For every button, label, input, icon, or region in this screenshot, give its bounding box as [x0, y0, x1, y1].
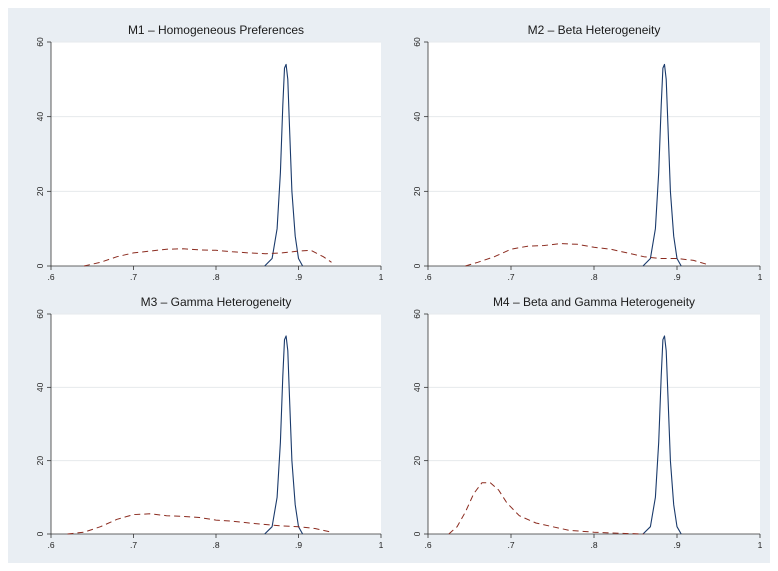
- y-tick-label: 20: [35, 456, 45, 466]
- y-tick-label: 40: [412, 112, 422, 122]
- y-tick-label: 40: [35, 112, 45, 122]
- x-tick-label: 1: [758, 540, 763, 550]
- y-tick-label: 40: [412, 382, 422, 392]
- figure-background: M1 – Homogeneous Preferences 0 20 40 60 .6 .7.…: [8, 8, 770, 563]
- panel-4: M4 – Beta and Gamma Heterogeneity 0 20 40 60…: [412, 295, 763, 550]
- y-tick-label: 60: [35, 309, 45, 319]
- y-tick-label: 40: [35, 382, 45, 392]
- y-tick-label: 60: [412, 309, 422, 319]
- dashed-density-line: [83, 248, 332, 267]
- dashed-density-line: [448, 482, 644, 535]
- x-tick-label: .9: [295, 540, 302, 550]
- x-tick-label: .7: [507, 272, 514, 282]
- x-tick-label: .9: [673, 540, 680, 550]
- solid-density-line: [264, 335, 304, 535]
- panel-1: M1 – Homogeneous Preferences 0 20 40 60 .6 .7.…: [35, 23, 384, 282]
- x-tick-label: .9: [295, 272, 302, 282]
- panel-title: M2 – Beta Heterogeneity: [528, 23, 661, 37]
- y-tick-label: 20: [412, 456, 422, 466]
- y-tick-label: 20: [35, 186, 45, 196]
- solid-density-line: [264, 63, 304, 267]
- panel-3: M3 – Gamma Heterogeneity 0 20 40 60 .6 .7 .8 .9 1: [35, 295, 384, 550]
- x-tick-label: .8: [212, 272, 219, 282]
- x-tick-label: .6: [47, 272, 54, 282]
- y-tick-label: 60: [412, 37, 422, 47]
- x-tick-label: .8: [590, 272, 597, 282]
- x-tick-label: .6: [424, 540, 431, 550]
- x-tick-label: .6: [424, 272, 431, 282]
- dashed-density-line: [465, 243, 707, 267]
- chart-grid: M1 – Homogeneous Preferences 0 20 40 60 .6 .7.…: [35, 23, 763, 550]
- x-tick-label: .6: [47, 540, 54, 550]
- x-tick-label: 1: [379, 272, 384, 282]
- dashed-density-line: [67, 513, 332, 535]
- x-tick-label: 1: [379, 540, 384, 550]
- solid-density-line: [642, 335, 682, 535]
- plot-area: [428, 42, 760, 266]
- x-tick-label: .7: [130, 272, 137, 282]
- plot-area: [51, 42, 381, 266]
- panel-title: M3 – Gamma Heterogeneity: [141, 295, 292, 309]
- y-tick-label: 0: [412, 531, 422, 536]
- plot-area: [51, 314, 381, 534]
- x-tick-label: .7: [507, 540, 514, 550]
- x-tick-label: .8: [590, 540, 597, 550]
- y-tick-label: 0: [35, 263, 45, 268]
- panel-title: M1 – Homogeneous Preferences: [128, 23, 304, 37]
- x-tick-label: 1: [758, 272, 763, 282]
- x-tick-label: .9: [673, 272, 680, 282]
- panel-title: M4 – Beta and Gamma Heterogeneity: [493, 295, 695, 309]
- x-tick-label: .8: [212, 540, 219, 550]
- panel-2: M2 – Beta Heterogeneity 0 20 40 60 .6 .7 .8 .9 1: [412, 23, 763, 282]
- y-tick-label: 0: [412, 263, 422, 268]
- x-tick-label: .7: [130, 540, 137, 550]
- solid-density-line: [642, 63, 682, 267]
- y-tick-label: 60: [35, 37, 45, 47]
- plot-area: [428, 314, 760, 534]
- y-tick-label: 0: [35, 531, 45, 536]
- y-tick-label: 20: [412, 186, 422, 196]
